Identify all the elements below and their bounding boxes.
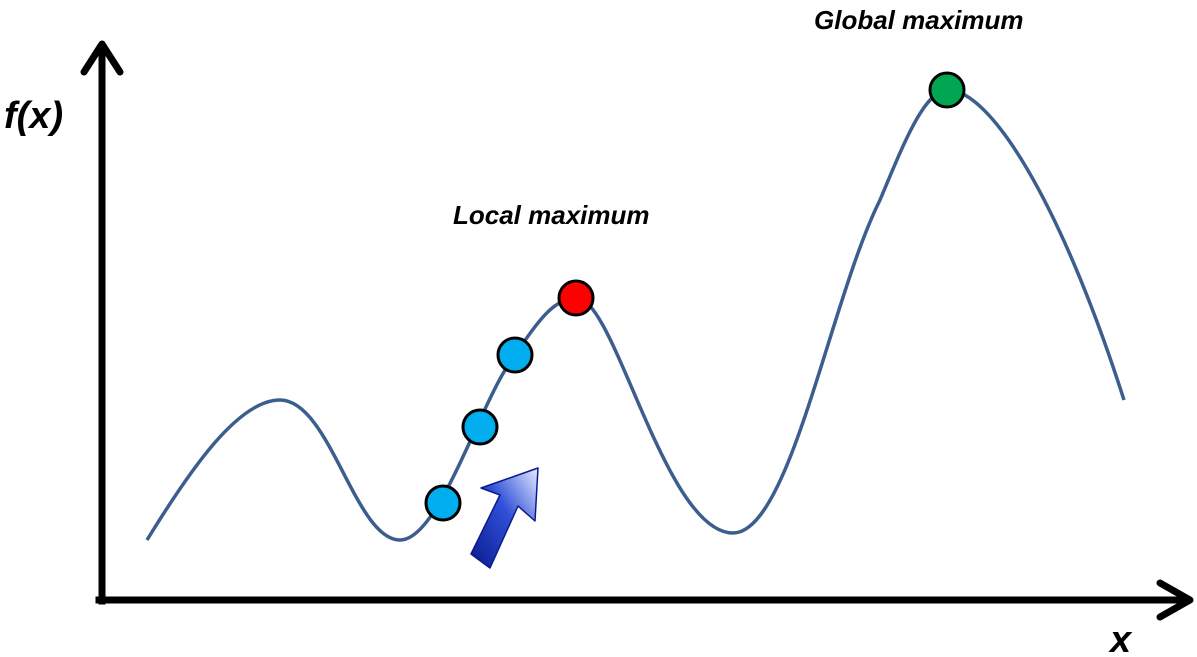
y-axis [80,40,124,605]
step-point-1 [424,484,462,522]
y-axis-label: f(x) [4,95,63,137]
local-maximum-point [557,279,595,317]
ascent-direction-arrow-icon [470,467,539,569]
step-point-2 [461,408,499,446]
objective-function-curve [145,88,1126,542]
step-point-3 [496,336,534,374]
x-axis [95,579,1194,621]
global-maximum-label: Global maximum [814,5,1024,35]
global-maximum-point [928,71,966,109]
x-axis-label: x [1108,619,1133,657]
local-maximum-label: Local maximum [453,200,650,230]
